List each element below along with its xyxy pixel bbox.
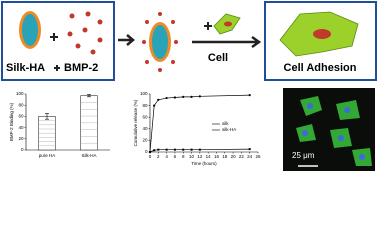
frame (264, 1, 377, 81)
marker (153, 104, 156, 107)
nucleus (224, 21, 232, 27)
nuclei (302, 103, 365, 160)
x-axis-label: Time (hours) (191, 161, 217, 166)
error-bar (87, 94, 91, 98)
scale-label: 25 μm (292, 151, 315, 160)
nucleus (313, 29, 331, 39)
y-tick-label: 0 (145, 149, 148, 154)
x-tick-label: 20 (231, 154, 237, 159)
marker (165, 148, 168, 151)
y-tick-label: 60 (142, 114, 148, 119)
plus (204, 22, 212, 30)
x-tick-label: Silk-HA (81, 153, 96, 158)
x-tick-label: 0 (149, 154, 152, 159)
error-bar (45, 113, 49, 120)
y-tick-label: 80 (142, 103, 148, 108)
x-tick-label: pure HA (39, 153, 56, 158)
marker (190, 148, 193, 151)
legend-label: silk-HA (222, 127, 236, 132)
x-tick-label: 26 (255, 154, 261, 159)
series-line (149, 94, 250, 153)
y-axis-label: BMP-2 Binding (%) (9, 102, 14, 141)
x-tick-label: 22 (239, 154, 245, 159)
x-tick-label: 4 (165, 154, 168, 159)
x-tick-label: 12 (197, 154, 203, 159)
marker (190, 95, 193, 98)
marker (248, 148, 251, 151)
x-tick-label: 18 (222, 154, 228, 159)
x-tick-label: 8 (182, 154, 185, 159)
y-tick-label: 0 (21, 147, 24, 152)
marker (182, 95, 185, 98)
x-tick-label: 6 (174, 154, 177, 159)
y-tick-label: 100 (16, 91, 24, 96)
marker (157, 98, 160, 101)
y-tick-label: 80 (18, 102, 24, 107)
label: Cell (208, 52, 228, 64)
arrow (118, 34, 135, 46)
x-tick-label: 14 (206, 154, 212, 159)
x-tick-label: 24 (247, 154, 253, 159)
y-tick-label: 20 (18, 136, 24, 141)
y-tick-label: 40 (18, 125, 24, 130)
marker (198, 148, 201, 151)
plus (50, 33, 58, 41)
label: BMP-2 (64, 62, 98, 74)
particle-core (22, 14, 38, 46)
y-tick-label: 60 (18, 114, 24, 119)
y-tick-label: 40 (142, 126, 148, 131)
x-tick-label: 16 (214, 154, 220, 159)
bmp2-molecules (67, 11, 103, 55)
frame (1, 1, 115, 81)
label: Cell Adhesion (284, 62, 357, 74)
marker (173, 148, 176, 151)
particle-core (152, 25, 168, 59)
plus (54, 65, 60, 71)
y-tick-label: 100 (140, 91, 148, 96)
marker (148, 150, 152, 154)
figure: Silk-HA BMP-2 Cell Cell Adhesion 25 μm 0… (1, 1, 377, 171)
y-tick-label: 20 (142, 138, 148, 143)
marker (173, 96, 177, 99)
marker (248, 94, 251, 97)
marker (153, 149, 156, 152)
marker (182, 148, 185, 151)
label: Silk-HA (6, 62, 45, 74)
marker (165, 96, 168, 100)
x-tick-label: 2 (157, 154, 160, 159)
marker (157, 148, 160, 151)
y-axis-label: Cumulative release (%) (133, 99, 138, 146)
arrow (192, 35, 262, 49)
bmp2-molecules (142, 12, 178, 72)
marker (198, 95, 201, 98)
x-tick-label: 10 (189, 154, 195, 159)
legend-label: silk (222, 121, 229, 126)
